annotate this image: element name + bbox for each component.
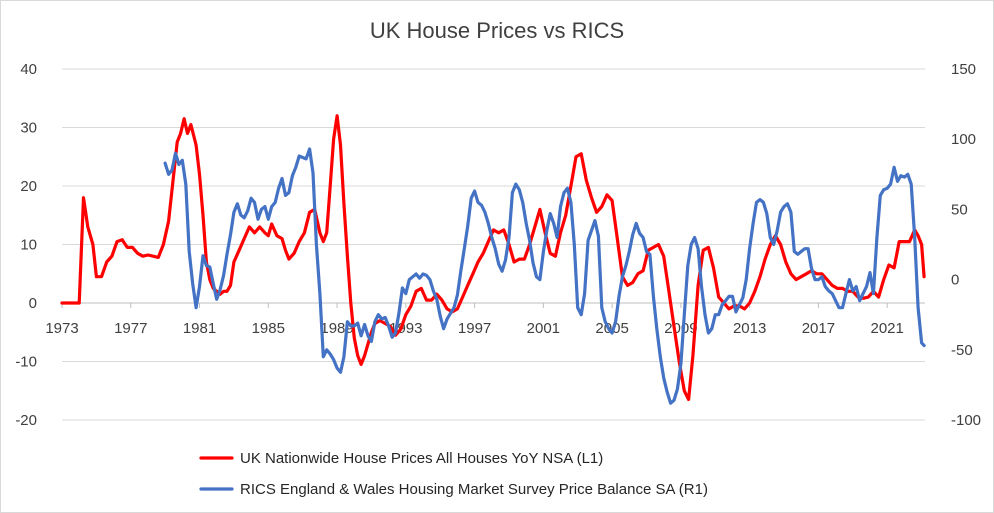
left-y-axis-ticks: 40 30 20 10 0 -10 -20 [15, 61, 37, 429]
left-y-tick-label: 30 [20, 120, 37, 137]
left-y-tick-label: 40 [20, 61, 37, 78]
x-tick-label: 2013 [733, 320, 766, 337]
chart-title: UK House Prices vs RICS [370, 18, 624, 43]
x-tick-label: 2001 [527, 320, 560, 337]
right-y-tick-label: 0 [951, 272, 959, 289]
left-y-tick-label: 10 [20, 237, 37, 254]
x-tick-label: 1985 [252, 320, 285, 337]
x-tick-label: 1981 [183, 320, 216, 337]
right-y-tick-label: 50 [951, 201, 968, 218]
left-y-tick-label: -20 [15, 412, 37, 429]
legend: UK Nationwide House Prices All Houses Yo… [199, 450, 708, 498]
left-y-tick-label: -10 [15, 354, 37, 371]
left-y-tick-label: 0 [29, 295, 37, 312]
x-tick-label: 1997 [458, 320, 491, 337]
right-y-axis-ticks: 150 100 50 0 -50 -100 [951, 61, 981, 429]
right-y-tick-label: -100 [951, 412, 981, 429]
x-axis-ticks: 1973 1977 1981 1985 1989 1993 1997 2001 2005 2009… [45, 303, 904, 337]
right-y-tick-label: 100 [951, 131, 976, 148]
series-layer [60, 114, 926, 405]
legend-label: UK Nationwide House Prices All Houses Yo… [240, 450, 603, 467]
x-tick-label: 1977 [114, 320, 147, 337]
right-y-tick-label: -50 [951, 342, 973, 359]
x-tick-label: 2021 [870, 320, 903, 337]
x-tick-label: 2017 [802, 320, 835, 337]
right-y-tick-label: 150 [951, 61, 976, 78]
left-y-tick-label: 20 [20, 178, 37, 195]
x-tick-label: 2009 [664, 320, 697, 337]
rics-price-balance-line [163, 147, 926, 405]
x-tick-label: 1973 [45, 320, 78, 337]
gridlines [62, 68, 925, 421]
legend-label: RICS England & Wales Housing Market Surv… [240, 481, 708, 498]
